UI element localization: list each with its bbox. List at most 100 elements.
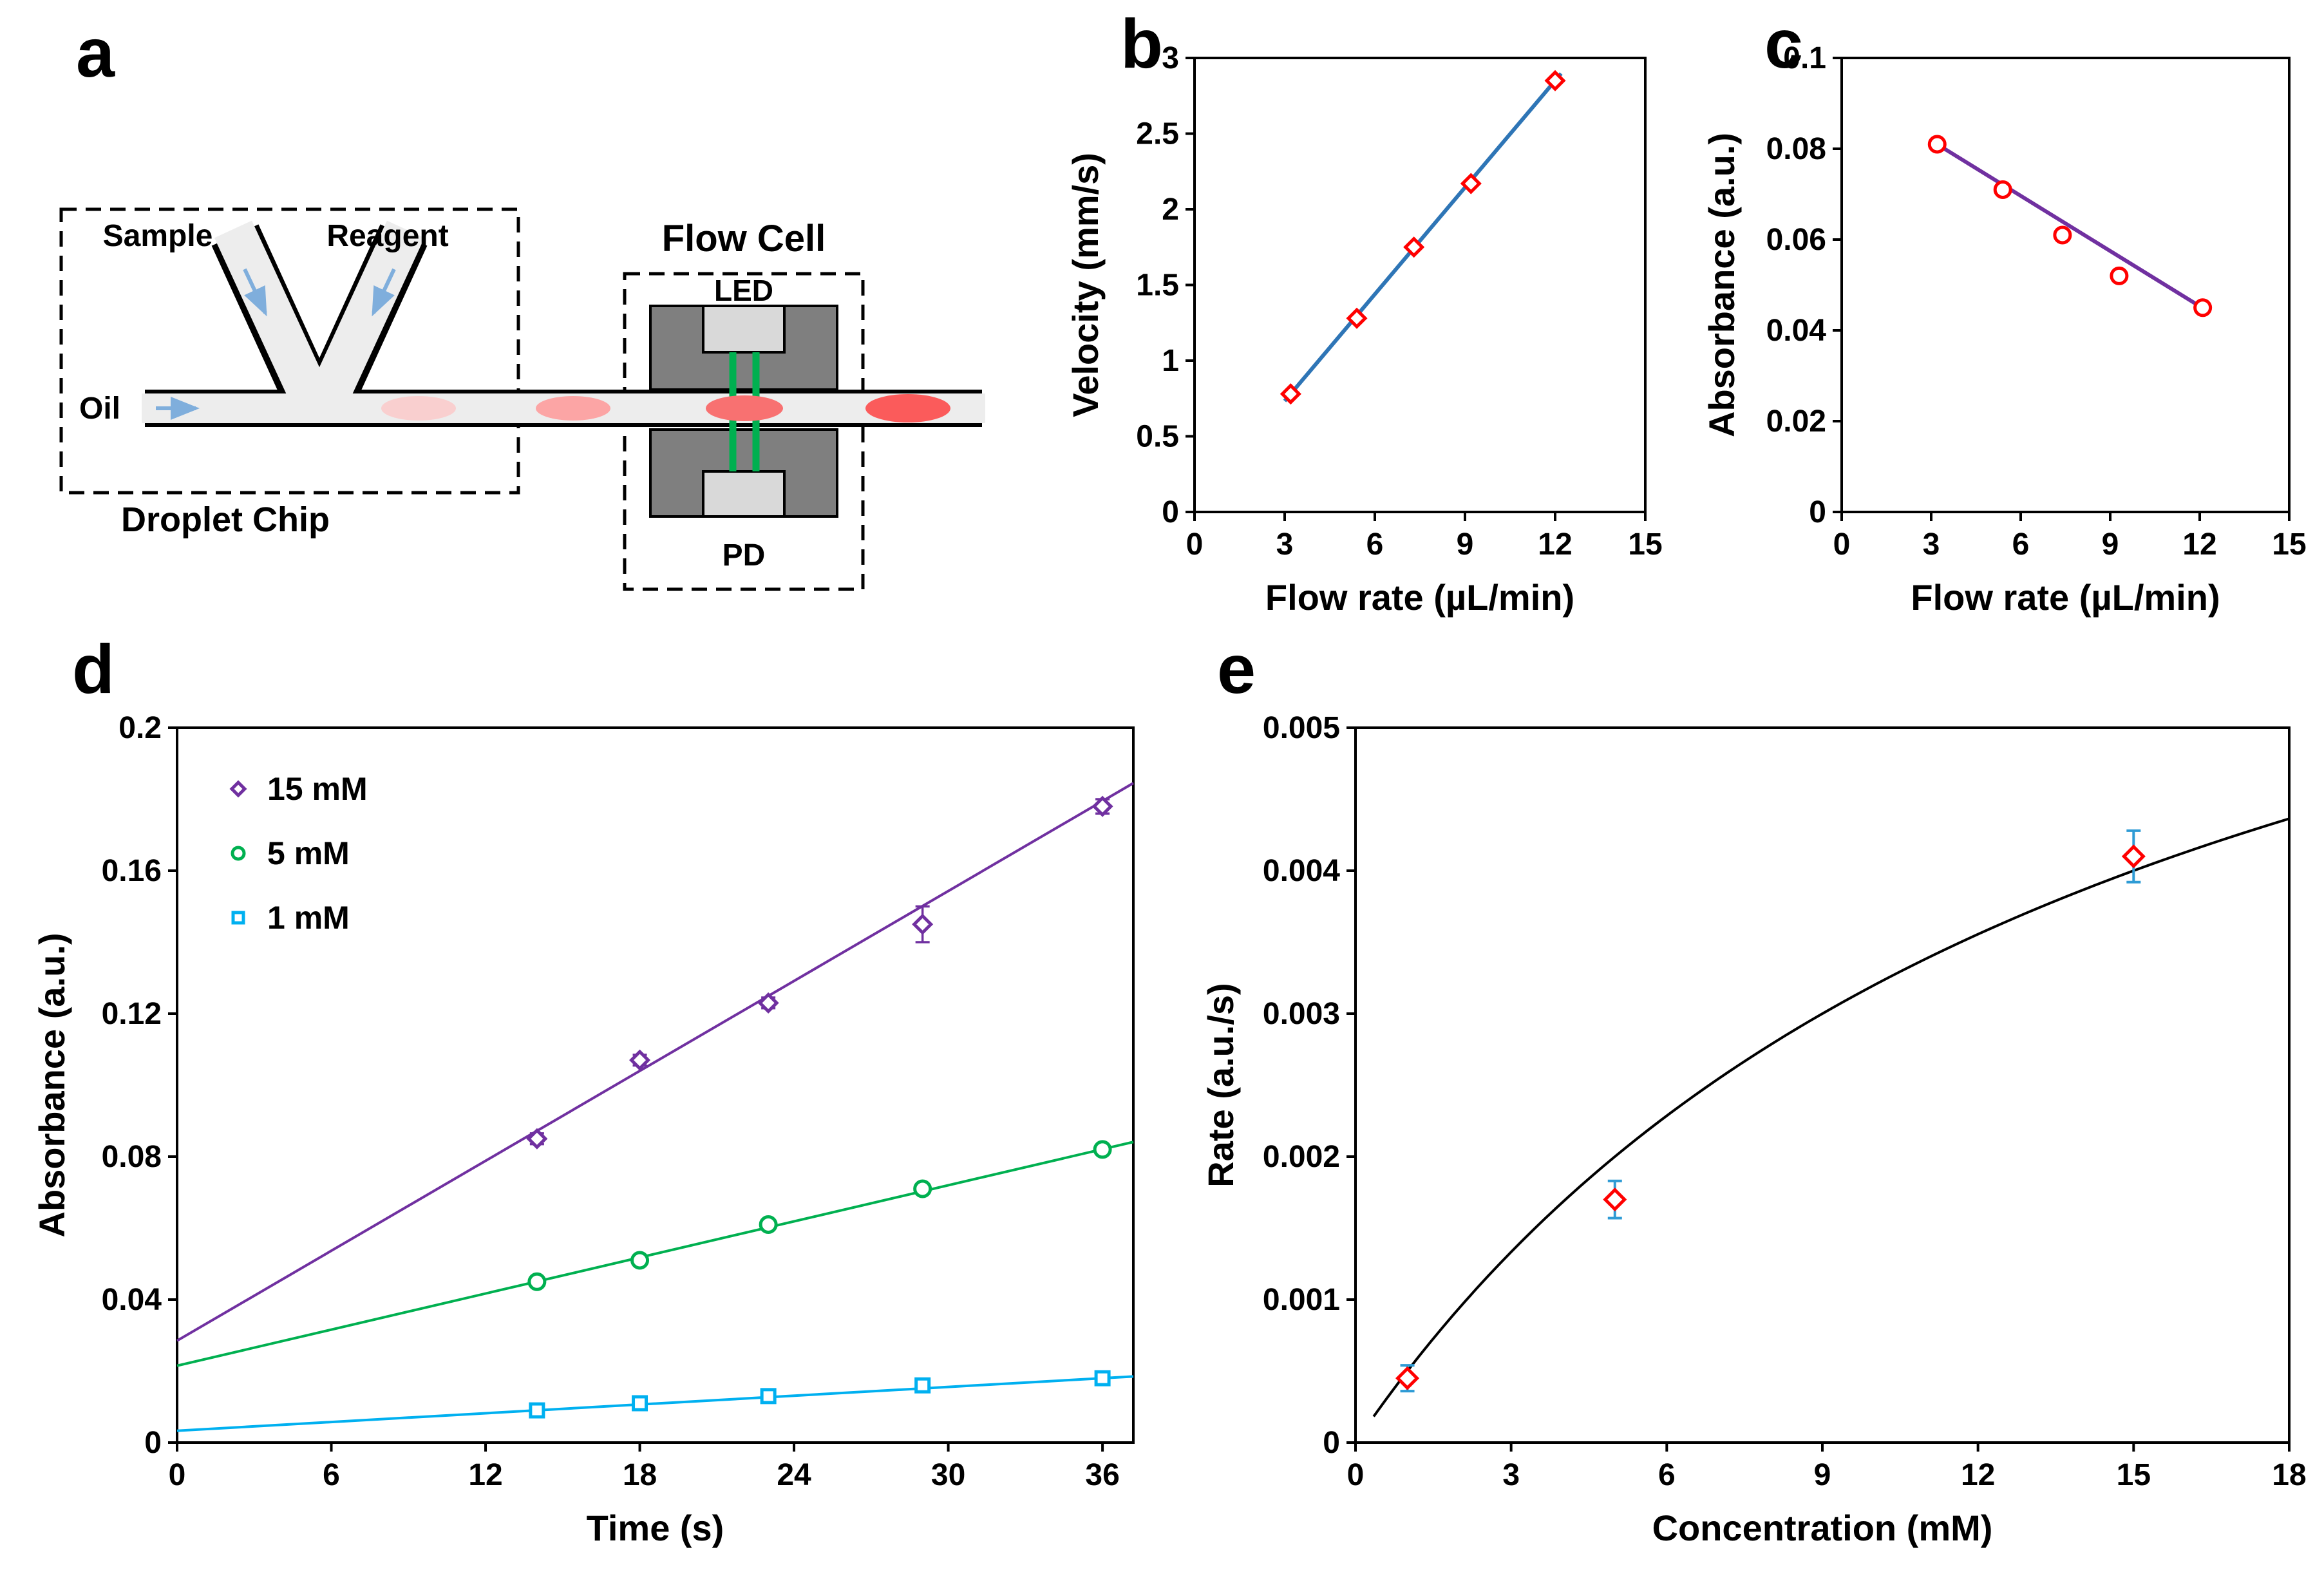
y-tick-label: 1: [1162, 344, 1179, 378]
y-axis-title: Rate (a.u./s): [1200, 983, 1241, 1187]
reagent-label: Reagent: [326, 219, 448, 253]
y-tick-label: 0.08: [102, 1140, 162, 1174]
y-axis-title: Absorbance (a.u.): [1703, 133, 1742, 437]
channel-left-arm: [214, 220, 332, 412]
x-tick-label: 9: [2102, 527, 2119, 562]
series-rate: [1395, 829, 2146, 1393]
x-tick-label: 15: [1628, 527, 1662, 562]
y-tick-label: 0.5: [1136, 420, 1179, 454]
x-axis-title: Time (s): [587, 1508, 724, 1548]
axes: 0 3 6 9 12 15 18 0 0.001 0.002 0.003 0.004 0.005 Conc…: [1200, 711, 2307, 1548]
led-element: [702, 305, 786, 354]
led-label: LED: [714, 274, 773, 307]
chart-rate-vs-concentration: 0 3 6 9 12 15 18 0 0.001 0.002 0.003 0.004 0.005 Conc…: [1200, 711, 2307, 1548]
legend-label: 15 mM: [267, 771, 368, 807]
x-tick-label: 0: [169, 1458, 186, 1492]
x-tick-label: 0: [1186, 527, 1204, 562]
x-tick-label: 12: [468, 1458, 502, 1492]
y-axis-title: Velocity (mm/s): [1065, 153, 1106, 417]
x-tick-label: 36: [1085, 1458, 1119, 1492]
x-tick-label: 9: [1457, 527, 1474, 562]
series-15-mM: [526, 795, 1113, 1150]
x-tick-label: 15: [2272, 527, 2306, 562]
y-tick-label: 0.001: [1263, 1283, 1340, 1317]
y-tick-label: 0.004: [1263, 854, 1340, 888]
flow-cell-outline: [623, 272, 865, 591]
x-tick-label: 9: [1814, 1458, 1831, 1492]
x-tick-label: 6: [323, 1458, 340, 1492]
sample-label: Sample: [103, 219, 213, 253]
y-tick-label: 0.16: [102, 854, 162, 888]
x-tick-label: 18: [623, 1458, 657, 1492]
x-tick-label: 6: [1658, 1458, 1676, 1492]
legend-label: 1 mM: [267, 900, 350, 936]
fit-line: [176, 782, 1135, 1342]
x-tick-label: 12: [1538, 527, 1572, 562]
panel-label-d: d: [72, 630, 115, 708]
y-axis-title: Absorbance (a.u.): [32, 933, 72, 1238]
y-tick-label: 0.12: [102, 997, 162, 1031]
y-tick-label: 0.005: [1263, 711, 1340, 745]
droplet-3: [706, 395, 783, 421]
reagent-flow-arrow-icon: [372, 268, 396, 317]
x-axis-title: Flow rate (µL/min): [1911, 577, 2220, 618]
x-tick-label: 24: [777, 1458, 811, 1492]
panel-label-a: a: [76, 14, 115, 91]
series-velocity: [1280, 70, 1566, 405]
fit-line: [1930, 138, 2210, 314]
y-tick-label: 0.003: [1263, 997, 1340, 1031]
flow-cell-label: Flow Cell: [662, 218, 826, 260]
x-tick-label: 3: [1923, 527, 1940, 562]
y-tick-label: 0: [1162, 495, 1179, 529]
panel-label-c: c: [1764, 5, 1804, 82]
droplet-chip-label: Droplet Chip: [121, 500, 330, 539]
x-tick-label: 3: [1502, 1458, 1520, 1492]
y-tick-label: 0.1: [1783, 41, 1826, 75]
y-tick-label: 0: [144, 1426, 162, 1460]
x-tick-label: 0: [1833, 527, 1851, 562]
chart-absorbance-vs-time: 0 6 12 18 24 30 36 0 0.04 0.08 0.12 0.16 0.2 Time (s)…: [32, 711, 1135, 1548]
legend: 15 mM 5 mM 1 mM: [229, 771, 368, 936]
x-tick-label: 0: [1347, 1458, 1365, 1492]
axes: 0 3 6 9 12 15 0 0.02 0.04 0.06 0.08 0.1 Flow rate (µ…: [1703, 41, 2307, 618]
fit-line: [176, 1141, 1134, 1367]
series-5-mM: [527, 1140, 1112, 1291]
oil-label: Oil: [79, 392, 120, 426]
y-tick-label: 0.08: [1766, 132, 1826, 166]
x-axis-title: Concentration (mM): [1652, 1508, 1993, 1548]
droplet-1: [381, 396, 456, 421]
y-tick-label: 0.002: [1263, 1140, 1340, 1174]
droplet-4: [865, 394, 950, 422]
series-absorbance: [1927, 135, 2213, 317]
axes: 0 6 12 18 24 30 36 0 0.04 0.08 0.12 0.16 0.2 Time (s)…: [32, 711, 1135, 1548]
legend-label: 5 mM: [267, 835, 350, 871]
y-tick-label: 0.02: [1766, 404, 1826, 439]
x-tick-label: 18: [2272, 1458, 2306, 1492]
chart-absorbance-vs-flowrate: 0 3 6 9 12 15 0 0.02 0.04 0.06 0.08 0.1 Flow rate (µ…: [1703, 41, 2307, 618]
pd-element: [702, 470, 786, 518]
x-axis-title: Flow rate (µL/min): [1265, 577, 1574, 618]
y-tick-label: 0.04: [1766, 314, 1827, 348]
y-tick-label: 0: [1323, 1426, 1340, 1460]
chart-velocity-vs-flowrate: 0 3 6 9 12 15 0 0.5 1 1.5 2 2.5 3 Flow rate (µL/min) V…: [1065, 41, 1663, 618]
channel-right-arm: [307, 220, 425, 412]
sample-flow-arrow-icon: [243, 268, 267, 317]
x-tick-label: 6: [2012, 527, 2030, 562]
droplet-chip-outline: [59, 207, 520, 495]
panel-label-e: e: [1217, 630, 1256, 708]
x-tick-label: 15: [2117, 1458, 2151, 1492]
y-tick-label: 0.06: [1766, 223, 1826, 257]
y-tick-label: 0.2: [118, 711, 162, 745]
axes: 0 3 6 9 12 15 0 0.5 1 1.5 2 2.5 3 Flow rate (µL/min) V…: [1065, 41, 1663, 618]
x-tick-label: 12: [2182, 527, 2216, 562]
model-curve: [1372, 817, 2290, 1417]
fit-line: [176, 1375, 1134, 1432]
fit-line: [1283, 72, 1563, 402]
y-tick-label: 2.5: [1136, 117, 1179, 151]
x-tick-label: 6: [1366, 527, 1384, 562]
schematic-panel-a: Sample Reagent Oil Droplet Chip Flow Cel…: [59, 207, 985, 591]
x-tick-label: 12: [1961, 1458, 1995, 1492]
panel-label-b: b: [1120, 5, 1163, 82]
y-tick-label: 0.04: [102, 1283, 162, 1317]
y-tick-label: 2: [1162, 193, 1179, 227]
